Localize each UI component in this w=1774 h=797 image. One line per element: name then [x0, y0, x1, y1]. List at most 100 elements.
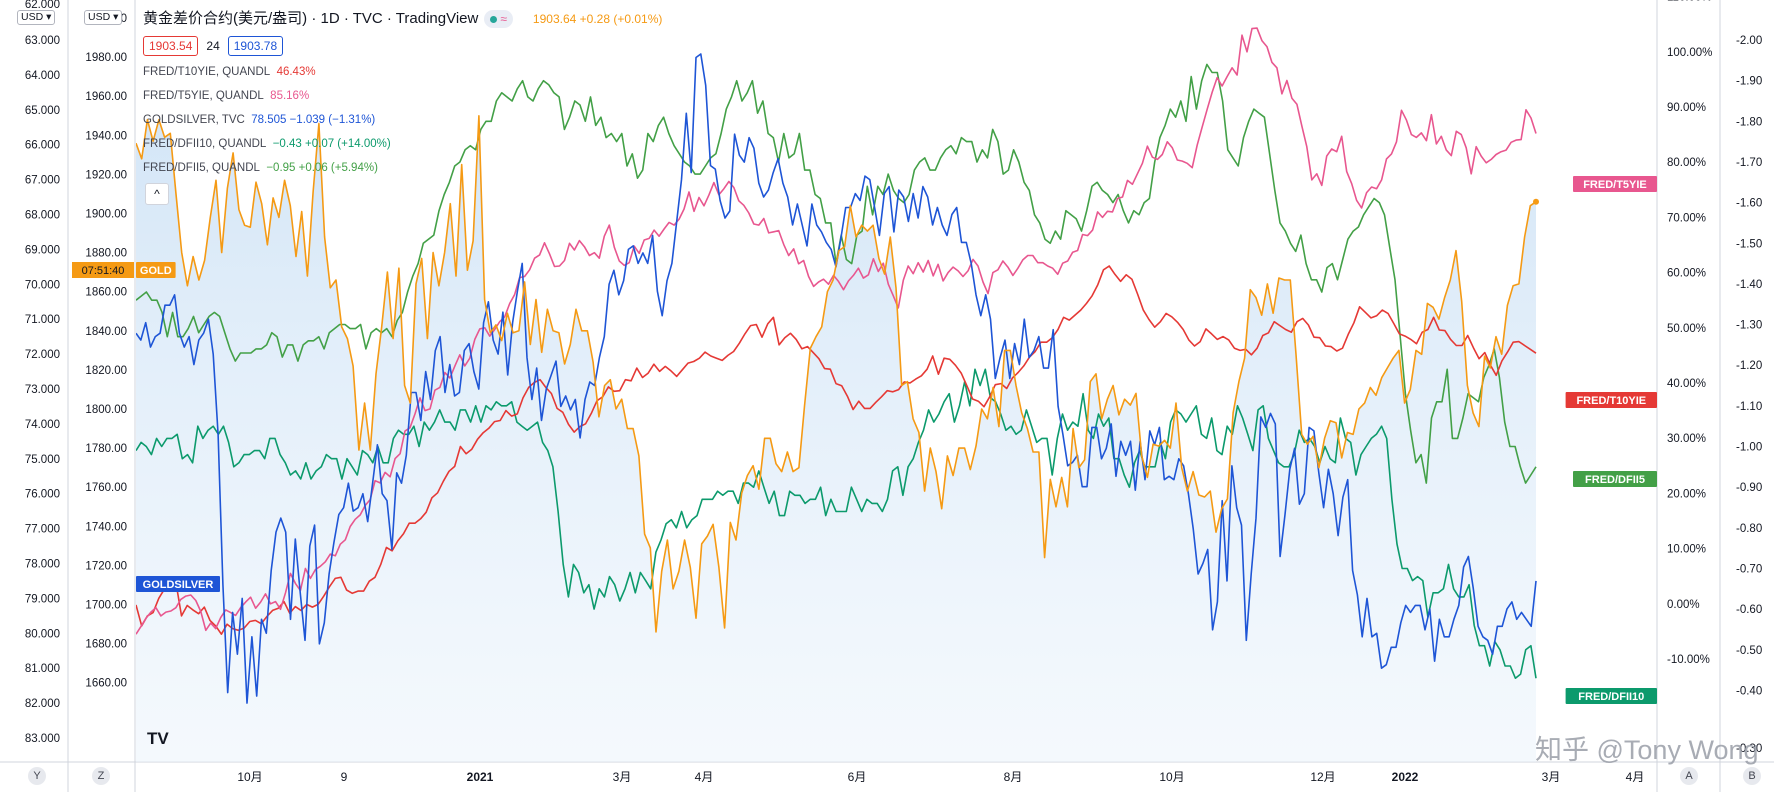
price-tick-label: 1760.00 [85, 482, 127, 494]
time-tick-label: 3月 [613, 770, 632, 784]
unit-selector-price[interactable]: USD ▾ [84, 10, 123, 25]
axis-toggle-y-button[interactable]: Y [28, 767, 46, 785]
price-tick-label: 1960.00 [85, 91, 127, 103]
time-tick-label: 12月 [1310, 770, 1335, 784]
auto-scale-button[interactable]: A [1680, 767, 1698, 785]
legend-value: 85.16% [270, 90, 310, 102]
legend-value: −0.95 +0.06 (+5.94%) [266, 162, 378, 174]
pct-tick-label: 20.00% [1667, 488, 1706, 500]
pct-tick-label: 0.00% [1667, 599, 1700, 611]
bid-button[interactable]: 1903.54 [143, 36, 199, 56]
price-tick-label: 1880.00 [85, 248, 127, 260]
legend-name: FRED/T10YIE, QUANDL [143, 66, 271, 78]
bid-ask-row: 1903.54 24 1903.78 [143, 32, 662, 60]
ratio-tick-label: 71.000 [25, 314, 60, 326]
pct-tick-label: 30.00% [1667, 433, 1706, 445]
rate-tick-label: -1.60 [1736, 198, 1762, 210]
pct-tick-label: 70.00% [1667, 212, 1706, 224]
rate-tick-label: -0.60 [1736, 604, 1762, 616]
gold-area-fill [136, 115, 1536, 762]
legend-item-dfii5[interactable]: FRED/DFII5, QUANDL −0.95 +0.06 (+5.94%) [143, 156, 662, 180]
price-tick-label: 1980.00 [85, 52, 127, 64]
series-label-dfii10: FRED/DFII10 [1578, 691, 1644, 703]
ratio-tick-label: 72.000 [25, 349, 60, 361]
ask-button[interactable]: 1903.78 [227, 36, 284, 56]
price-tick-label: 1700.00 [85, 600, 127, 612]
time-tick-label: 4月 [1626, 770, 1645, 784]
legend-value: −0.43 +0.07 (+14.00%) [272, 138, 391, 150]
series-label-bg-t10 [1565, 392, 1657, 408]
series-label-bg-t5 [1573, 176, 1657, 192]
time-tick-label: 10月 [237, 770, 262, 784]
series-line-dfii10 [136, 368, 1537, 679]
unit-selector-ratio[interactable]: USD ▾ [17, 10, 56, 25]
time-tick-label: 3月 [1542, 770, 1561, 784]
collapse-legend-button[interactable]: ^ [145, 183, 169, 205]
rate-tick-label: -0.80 [1736, 523, 1762, 535]
chart-title: 黄金差价合约(美元/盎司) · 1D · TVC · TradingView [143, 10, 479, 27]
legend-item-goldsilver[interactable]: GOLDSILVER, TVC 78.505 −1.039 (−1.31%) [143, 108, 662, 132]
pct-tick-label: 80.00% [1667, 157, 1706, 169]
legend-name: FRED/DFII5, QUANDL [143, 162, 260, 174]
time-tick-label: 6月 [848, 770, 867, 784]
legend-value: 78.505 −1.039 (−1.31%) [251, 114, 376, 126]
ratio-tick-label: 78.000 [25, 559, 60, 571]
ratio-tick-label: 68.000 [25, 210, 60, 222]
price-tick-label: 1720.00 [85, 560, 127, 572]
price-tick-label: 1680.00 [85, 639, 127, 651]
price-tick-label: 1820.00 [85, 365, 127, 377]
ratio-tick-label: 76.000 [25, 489, 60, 501]
legend-item-t10yie[interactable]: FRED/T10YIE, QUANDL 46.43% [143, 60, 662, 84]
spread-value: 24 [206, 39, 220, 53]
status-badge[interactable]: ≈ [484, 10, 513, 28]
legend-name: FRED/T5YIE, QUANDL [143, 90, 264, 102]
legend-name: GOLDSILVER, TVC [143, 114, 245, 126]
pct-tick-label: 40.00% [1667, 378, 1706, 390]
pct-tick-label: 100.00% [1667, 47, 1712, 59]
ratio-tick-label: 74.000 [25, 419, 60, 431]
approx-icon: ≈ [500, 12, 507, 26]
ratio-tick-label: 75.000 [25, 454, 60, 466]
axis-toggle-z-button[interactable]: Z [92, 767, 110, 785]
rate-tick-label-partial: -0.30 [1736, 743, 1762, 755]
price-tick-label: 1840.00 [85, 326, 127, 338]
ratio-tick-label: 66.000 [25, 140, 60, 152]
rate-tick-label: -1.30 [1736, 320, 1762, 332]
legend-panel: 黄金差价合约(美元/盎司) · 1D · TVC · TradingView ≈… [143, 6, 662, 180]
time-tick-label: 8月 [1004, 770, 1023, 784]
rate-tick-label: -0.70 [1736, 563, 1762, 575]
legend-item-dfii10[interactable]: FRED/DFII10, QUANDL −0.43 +0.07 (+14.00%… [143, 132, 662, 156]
series-label-bg-dfii10 [1565, 688, 1657, 704]
price-tick-label: 1920.00 [85, 169, 127, 181]
gold-time-label: 07:51:40 [82, 265, 125, 277]
series-label-bg-gold [136, 262, 176, 278]
axis-toggle-b-button[interactable]: B [1743, 767, 1761, 785]
series-line-t10 [136, 265, 1537, 635]
ratio-tick-label: 83.000 [25, 733, 60, 745]
rate-tick-label: -1.90 [1736, 76, 1762, 88]
chart-title-row: 黄金差价合约(美元/盎司) · 1D · TVC · TradingView ≈… [143, 6, 662, 32]
time-tick-label: 4月 [695, 770, 714, 784]
rate-tick-label: -0.90 [1736, 482, 1762, 494]
time-tick-label: 2021 [467, 770, 494, 784]
ratio-tick-label: 77.000 [25, 524, 60, 536]
ratio-tick-label-partial: 62.000 [25, 0, 60, 11]
series-label-goldsilver: GOLDSILVER [143, 579, 214, 591]
legend-value: 46.43% [276, 66, 316, 78]
series-line-gold [136, 115, 1537, 633]
ratio-tick-label: 67.000 [25, 175, 60, 187]
ratio-tick-label: 82.000 [25, 698, 60, 710]
legend-name: FRED/DFII10, QUANDL [143, 138, 267, 150]
ratio-tick-label: 73.000 [25, 384, 60, 396]
rate-tick-label: -1.10 [1736, 401, 1762, 413]
pct-tick-label: 90.00% [1667, 102, 1706, 114]
rate-tick-label: -0.50 [1736, 645, 1762, 657]
time-tick-label: 2022 [1392, 770, 1419, 784]
price-info: 1903.64 +0.28 (+0.01%) [532, 12, 663, 26]
pct-tick-label: 60.00% [1667, 268, 1706, 280]
tradingview-logo-icon[interactable]: TV [147, 729, 169, 748]
price-tick-label: 1740.00 [85, 521, 127, 533]
ratio-tick-label: 69.000 [25, 244, 60, 256]
legend-item-t5yie[interactable]: FRED/T5YIE, QUANDL 85.16% [143, 84, 662, 108]
pct-tick-label: 110.00% [1667, 0, 1712, 4]
